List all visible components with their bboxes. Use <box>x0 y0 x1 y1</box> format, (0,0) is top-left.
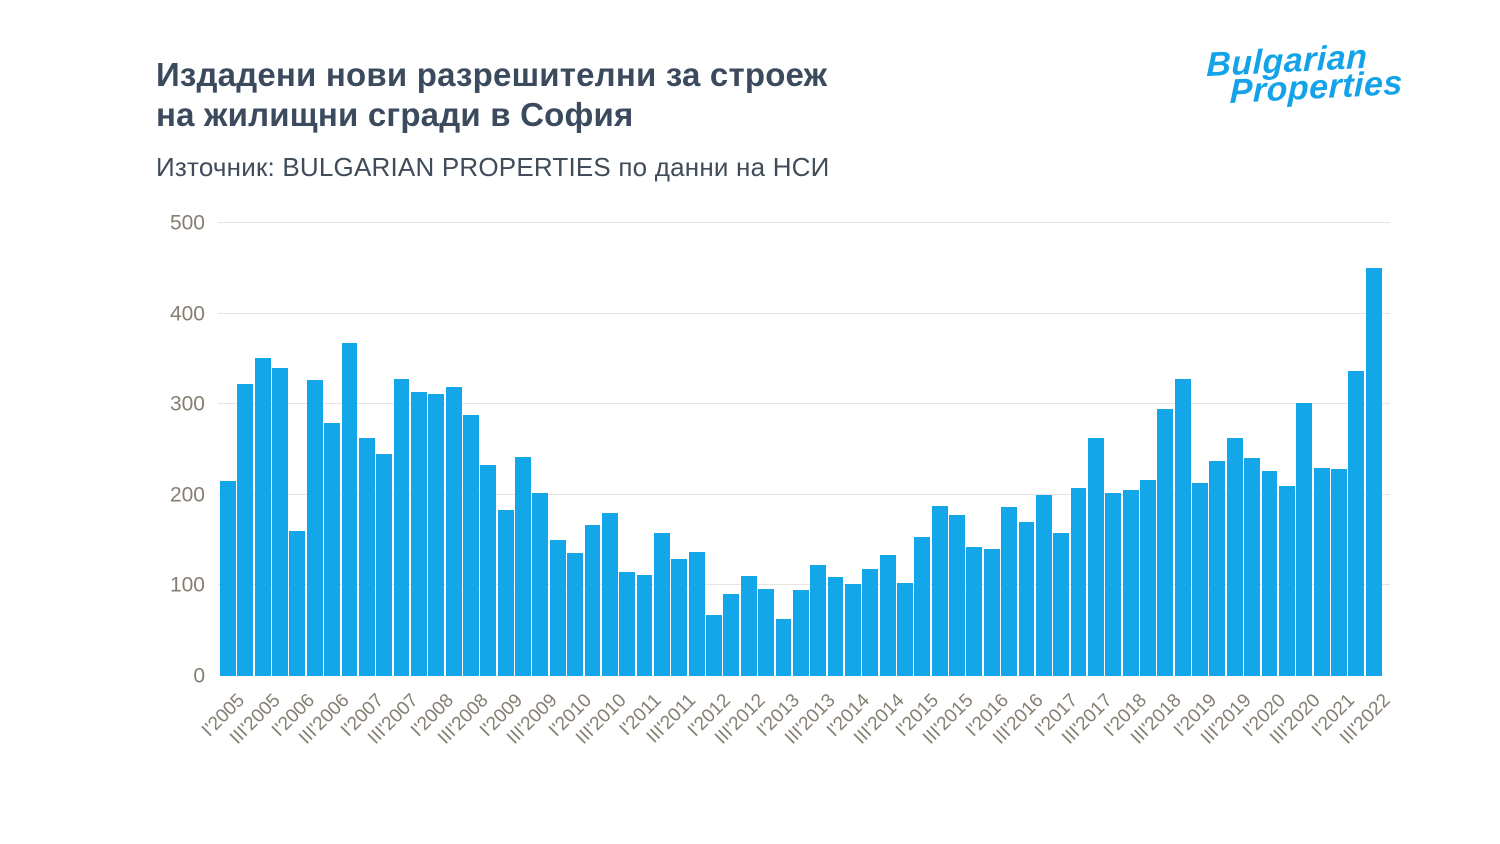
bar[interactable] <box>758 589 774 676</box>
bar[interactable] <box>1365 268 1382 676</box>
bar[interactable] <box>983 549 1000 676</box>
bar[interactable] <box>1070 488 1087 676</box>
bar[interactable] <box>862 569 879 676</box>
bar[interactable] <box>376 454 393 676</box>
bar[interactable] <box>966 547 983 676</box>
bar[interactable] <box>914 537 931 676</box>
bar[interactable] <box>740 576 757 676</box>
bar[interactable] <box>775 618 792 676</box>
bulgarian-properties-logo: Bulgarian Properties <box>1206 38 1404 111</box>
bar[interactable] <box>1296 403 1313 676</box>
bar[interactable] <box>341 342 358 676</box>
bar[interactable] <box>810 564 827 676</box>
bar[interactable] <box>254 358 271 676</box>
y-axis: 0 100 200 300 400 500 <box>120 213 205 687</box>
bar[interactable] <box>844 583 861 676</box>
bar[interactable] <box>1157 408 1174 676</box>
gridline-500 <box>218 222 1390 223</box>
gridline-100 <box>218 584 1390 586</box>
bar[interactable] <box>497 510 514 676</box>
bar[interactable] <box>1018 521 1035 676</box>
bar[interactable] <box>410 392 427 676</box>
bar[interactable] <box>1192 483 1208 676</box>
bar[interactable] <box>653 532 670 676</box>
bar[interactable] <box>1140 480 1156 676</box>
bar[interactable] <box>272 367 288 676</box>
y-tick-label-200: 200 <box>169 483 205 507</box>
gridline-300 <box>218 403 1390 405</box>
bar[interactable] <box>1001 507 1018 676</box>
bar[interactable] <box>1087 437 1104 676</box>
bar[interactable] <box>358 437 375 676</box>
bar[interactable] <box>1105 493 1122 676</box>
page-title-line1: Издадени нови разрешителни за строеж <box>156 56 828 93</box>
y-tick-label-100: 100 <box>169 573 205 597</box>
bar[interactable] <box>879 554 896 676</box>
bar[interactable] <box>1313 467 1330 676</box>
bar[interactable] <box>532 493 549 676</box>
bar[interactable] <box>567 552 584 676</box>
bar-series <box>220 223 1382 676</box>
bar[interactable] <box>1035 494 1052 676</box>
bar[interactable] <box>515 456 531 676</box>
bar[interactable] <box>619 571 636 676</box>
bar[interactable] <box>636 574 653 676</box>
bar[interactable] <box>827 577 844 676</box>
bar[interactable] <box>1261 471 1278 676</box>
gridline-400 <box>218 312 1390 314</box>
page-title-line2: на жилищни сгради в София <box>156 96 634 133</box>
bar[interactable] <box>723 593 740 676</box>
bar[interactable] <box>1348 370 1365 676</box>
bar[interactable] <box>463 415 479 676</box>
bar[interactable] <box>792 589 809 676</box>
y-tick-label-400: 400 <box>169 302 205 326</box>
y-tick-label-500: 500 <box>169 211 205 235</box>
bar[interactable] <box>324 423 341 676</box>
bar[interactable] <box>306 379 323 676</box>
bar[interactable] <box>1174 378 1191 676</box>
bar[interactable] <box>1209 461 1226 676</box>
bar[interactable] <box>601 512 618 676</box>
bar[interactable] <box>1053 532 1070 676</box>
bar[interactable] <box>897 582 913 676</box>
plot-area <box>218 222 1390 676</box>
y-tick-label-0: 0 <box>193 664 205 688</box>
y-tick-label-300: 300 <box>169 392 205 416</box>
bar[interactable] <box>549 540 566 676</box>
bar[interactable] <box>949 514 965 676</box>
chart-source: Източник: BULGARIAN PROPERTIES по данни … <box>156 152 830 182</box>
bar[interactable] <box>1244 457 1261 676</box>
bar[interactable] <box>1226 437 1243 676</box>
page-title: Издадени нови разрешителни за строеж на … <box>156 55 827 135</box>
bar[interactable] <box>706 615 722 676</box>
bar[interactable] <box>1278 485 1295 676</box>
bar[interactable] <box>1331 469 1347 676</box>
gridline-200 <box>218 493 1390 495</box>
bar[interactable] <box>220 481 236 676</box>
bar[interactable] <box>428 394 445 676</box>
bar[interactable] <box>931 505 948 676</box>
bar[interactable] <box>393 378 410 676</box>
bar[interactable] <box>289 531 306 676</box>
bar[interactable] <box>1122 490 1139 676</box>
bar[interactable] <box>584 524 601 676</box>
bar[interactable] <box>688 551 705 676</box>
bar[interactable] <box>237 384 254 676</box>
logo-line2: Properties <box>1229 63 1404 111</box>
x-axis: I'2005 III'2005 I'2006 III'2006 I'2007 III'20… <box>198 682 1394 802</box>
bar[interactable] <box>671 559 688 676</box>
bar[interactable] <box>445 387 462 676</box>
bar[interactable] <box>480 464 497 676</box>
